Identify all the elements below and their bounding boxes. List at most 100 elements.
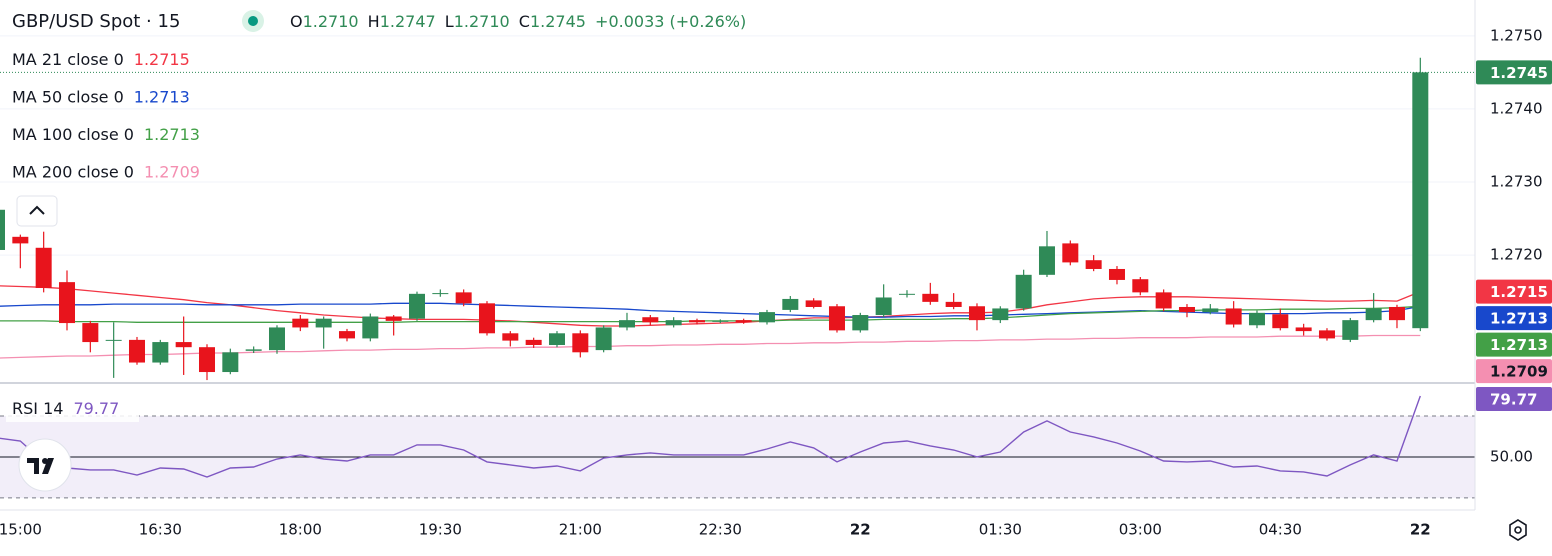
candle-body xyxy=(642,317,659,323)
candle-body xyxy=(408,293,425,319)
candle-body xyxy=(0,209,5,250)
ma-legend: MA 50 close 0 1.2713 xyxy=(12,87,190,106)
candle-body xyxy=(1132,279,1149,293)
y-tick-label: 1.2730 xyxy=(1490,172,1543,190)
candle-body xyxy=(782,298,799,310)
x-tick-label: 04:30 xyxy=(1259,521,1302,539)
candle-body xyxy=(1365,308,1382,321)
ma-legend-value: 1.2713 xyxy=(134,87,190,106)
candle-body xyxy=(222,352,239,373)
change: +0.0033 (+0.26%) xyxy=(595,12,746,31)
price-tag xyxy=(1476,279,1552,304)
price-tag xyxy=(1476,359,1552,384)
candle-body xyxy=(292,318,309,328)
logo-dot xyxy=(42,458,48,464)
ma-legend: MA 200 close 0 1.2709 xyxy=(12,162,200,181)
candle-body xyxy=(595,327,612,351)
candle-body xyxy=(1388,306,1405,321)
chevron-icon[interactable] xyxy=(29,205,45,215)
x-tick-label: 19:30 xyxy=(419,521,462,539)
candle-body xyxy=(922,293,939,302)
x-tick-label: 16:30 xyxy=(139,521,182,539)
candle-body xyxy=(572,333,589,353)
candle-body xyxy=(268,327,285,351)
price-tag-label: 1.2713 xyxy=(1490,310,1548,328)
rsi-legend-value: 79.77 xyxy=(73,399,119,418)
candle-body xyxy=(478,303,495,334)
logo xyxy=(18,438,72,492)
rsi-legend-bg xyxy=(6,396,139,422)
ma-legend-name: MA 50 close 0 xyxy=(12,87,124,106)
candle-body xyxy=(152,342,169,363)
candle-body xyxy=(618,320,635,328)
candle-body xyxy=(455,292,472,304)
ohlc-key: L xyxy=(445,12,454,31)
y-tick-label: 50.00 xyxy=(1490,447,1533,465)
rsi-line xyxy=(0,395,1421,478)
ma-legend-name: MA 200 close 0 xyxy=(12,162,134,181)
candle-body xyxy=(1272,314,1289,329)
price-tag xyxy=(1476,60,1552,85)
price-tag-label: 1.2715 xyxy=(1490,283,1548,301)
candle-body xyxy=(1062,243,1079,263)
candle-body xyxy=(58,282,75,324)
candle-body xyxy=(992,308,1009,321)
candle-body xyxy=(385,316,402,321)
candle-body xyxy=(805,300,822,307)
candle-body xyxy=(548,333,565,345)
candle-body xyxy=(502,333,519,341)
candle-body xyxy=(1085,260,1102,269)
x-tick-label: 22 xyxy=(850,521,871,539)
ma-legend-name: MA 21 close 0 xyxy=(12,50,124,69)
settings-icon-center[interactable] xyxy=(1514,526,1522,534)
candle-body xyxy=(1038,246,1055,275)
candle-body xyxy=(198,347,215,373)
candle-body xyxy=(12,236,29,244)
candle-body xyxy=(1225,308,1242,325)
candle-body xyxy=(245,349,262,351)
ma-legend-value: 1.2713 xyxy=(144,125,200,144)
y-tick-label: 1.2720 xyxy=(1490,246,1543,264)
candle-body xyxy=(898,293,915,295)
collapse-button[interactable] xyxy=(16,195,58,227)
candle-body xyxy=(1248,312,1265,326)
candle-body xyxy=(1412,72,1429,329)
ohlc-value: 1.2710 xyxy=(303,12,359,31)
candle-body xyxy=(82,323,99,343)
candle-body xyxy=(315,318,332,328)
price-tag-label: 1.2713 xyxy=(1490,336,1548,354)
settings-button[interactable] xyxy=(1509,519,1527,541)
ma-legend: MA 100 close 0 1.2713 xyxy=(12,125,200,144)
logo-badge xyxy=(18,438,72,492)
x-tick-label: 15:00 xyxy=(0,521,42,539)
ma-legend-name: MA 100 close 0 xyxy=(12,125,134,144)
candle-body xyxy=(1108,268,1125,280)
candle-body xyxy=(362,316,379,339)
candle-body xyxy=(1318,330,1335,339)
price-tag-label: 79.77 xyxy=(1490,390,1537,408)
candle-body xyxy=(432,293,449,295)
rsi-legend: RSI 14 79.77 xyxy=(12,399,119,418)
candle-body xyxy=(175,342,192,348)
plot-area xyxy=(0,35,1475,499)
ma-legend-value: 1.2715 xyxy=(134,50,190,69)
price-tag xyxy=(1476,332,1552,357)
price-tag xyxy=(1476,306,1552,331)
settings-icon[interactable] xyxy=(1509,519,1527,541)
ohlc-value: 1.2747 xyxy=(380,12,436,31)
candle-body xyxy=(525,339,542,345)
candle-body xyxy=(712,320,729,322)
price-tag-label: 1.2709 xyxy=(1490,363,1548,381)
ma-legend-value: 1.2709 xyxy=(144,162,200,181)
x-tick-label: 21:00 xyxy=(559,521,602,539)
x-tick-label: 22:30 xyxy=(699,521,742,539)
candle-body xyxy=(1202,308,1219,313)
candle-body xyxy=(735,320,752,323)
ma-legend: MA 21 close 0 1.2715 xyxy=(12,50,190,69)
symbol-title: GBP/USD Spot · 15 xyxy=(12,11,180,32)
candle-body xyxy=(968,306,985,321)
candle-body xyxy=(105,339,122,341)
collapse-button-frame[interactable] xyxy=(16,195,58,227)
candle-body xyxy=(1015,274,1032,309)
